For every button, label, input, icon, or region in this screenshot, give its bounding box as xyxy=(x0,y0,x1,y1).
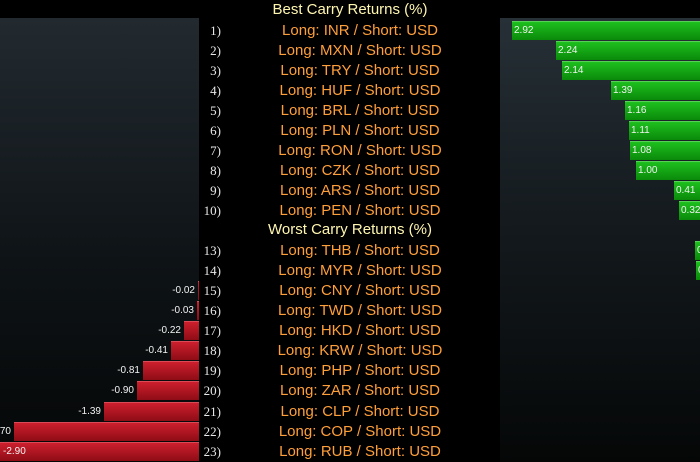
bar-value-label: -0.81 xyxy=(117,365,140,376)
rank-number: 20) xyxy=(203,383,221,398)
bar-value-label: -0.90 xyxy=(111,385,134,396)
bar-value-label: -2.90 xyxy=(3,446,26,457)
rank-number: 2) xyxy=(210,43,221,58)
rank-number: 15) xyxy=(203,283,221,298)
positive-bar xyxy=(629,121,700,140)
rank-number: 4) xyxy=(210,83,221,98)
bar-value-label: -2.70 xyxy=(0,426,11,437)
negative-bar xyxy=(104,402,199,421)
bar-value-label: -0.22 xyxy=(158,325,181,336)
currency-pair-label: Long: HUF / Short: USD xyxy=(279,82,441,99)
currency-pair-label: Long: PEN / Short: USD xyxy=(279,202,441,219)
rank-number: 14) xyxy=(203,263,221,278)
rank-number: 22) xyxy=(203,424,221,439)
rank-number: 18) xyxy=(203,343,221,358)
negative-bar xyxy=(14,422,199,441)
currency-pair-label: Long: MXN / Short: USD xyxy=(278,42,442,59)
currency-pair-label: Long: PLN / Short: USD xyxy=(280,122,440,139)
positive-bar xyxy=(696,261,700,280)
bar-value-label: -1.39 xyxy=(78,406,101,417)
currency-pair-label: Long: COP / Short: USD xyxy=(278,423,442,440)
bar-value-label: 2.92 xyxy=(514,25,534,36)
rank-number: 19) xyxy=(203,363,221,378)
bar-value-label: -0.02 xyxy=(172,285,195,296)
currency-pair-label: Long: THB / Short: USD xyxy=(280,242,440,259)
currency-pair-label: Long: PHP / Short: USD xyxy=(279,362,441,379)
bar-value-label: 1.00 xyxy=(638,165,658,176)
negative-bar xyxy=(143,361,199,380)
rank-number: 21) xyxy=(203,404,221,419)
positive-bar xyxy=(674,181,700,200)
rank-number: 16) xyxy=(203,303,221,318)
rank-number: 13) xyxy=(203,243,221,258)
bar-value-label: 2.24 xyxy=(558,45,578,56)
bar-value-label: 0.06 xyxy=(698,261,700,281)
rank-number: 23) xyxy=(203,444,221,459)
currency-pair-label: Long: INR / Short: USD xyxy=(282,22,438,39)
rank-number: 10) xyxy=(203,203,221,218)
rank-number: 17) xyxy=(203,323,221,338)
positive-bar xyxy=(636,161,700,180)
positive-bar xyxy=(512,21,700,40)
rank-number: 6) xyxy=(210,123,221,138)
negative-bar xyxy=(184,321,199,340)
bar-value-label: 0.41 xyxy=(676,185,696,196)
currency-pair-label: Long: CNY / Short: USD xyxy=(279,282,441,299)
bar-value-label: 0.07 xyxy=(697,245,700,256)
currency-pair-label: Long: TRY / Short: USD xyxy=(280,62,440,79)
currency-pair-label: Long: MYR / Short: USD xyxy=(278,262,442,279)
bar-value-label: 2.14 xyxy=(564,65,584,76)
best-carry-title: Best Carry Returns (%) xyxy=(272,1,428,18)
rank-number: 1) xyxy=(210,23,221,38)
currency-pair-label: Long: RON / Short: USD xyxy=(278,142,442,159)
currency-pair-label: Long: ARS / Short: USD xyxy=(279,182,441,199)
bar-value-label: -0.03 xyxy=(171,305,194,316)
currency-pair-label: Long: ZAR / Short: USD xyxy=(279,382,441,399)
negative-bar xyxy=(197,301,199,320)
bar-value-label: 1.08 xyxy=(632,145,652,156)
positive-bar xyxy=(679,201,700,220)
currency-pair-label: Long: CLP / Short: USD xyxy=(280,403,440,420)
positive-bar xyxy=(562,61,700,80)
negative-bar xyxy=(137,381,199,400)
negative-bar xyxy=(0,442,199,461)
bar-value-label: -0.41 xyxy=(145,345,168,356)
negative-bar xyxy=(171,341,199,360)
positive-bar xyxy=(695,241,700,260)
bar-value-label: 1.16 xyxy=(627,105,647,116)
bar-value-label: 0.32 xyxy=(681,205,700,216)
rank-number: 8) xyxy=(210,163,221,178)
rank-number: 3) xyxy=(210,63,221,78)
bar-value-label: 1.11 xyxy=(631,125,650,136)
positive-bar xyxy=(630,141,700,160)
currency-pair-label: Long: TWD / Short: USD xyxy=(278,302,442,319)
worst-carry-title: Worst Carry Returns (%) xyxy=(268,221,432,238)
rank-number: 5) xyxy=(210,103,221,118)
bar-value-label: 1.39 xyxy=(613,85,633,96)
rank-number: 7) xyxy=(210,143,221,158)
currency-pair-label: Long: BRL / Short: USD xyxy=(280,102,440,119)
positive-bar xyxy=(556,41,700,60)
currency-pair-label: Long: RUB / Short: USD xyxy=(279,443,441,460)
rank-number: 9) xyxy=(210,183,221,198)
currency-pair-label: Long: HKD / Short: USD xyxy=(279,322,441,339)
negative-bar xyxy=(198,281,199,300)
positive-bar xyxy=(611,81,700,100)
currency-pair-label: Long: KRW / Short: USD xyxy=(277,342,443,359)
currency-pair-label: Long: CZK / Short: USD xyxy=(279,162,441,179)
positive-bar xyxy=(625,101,700,120)
